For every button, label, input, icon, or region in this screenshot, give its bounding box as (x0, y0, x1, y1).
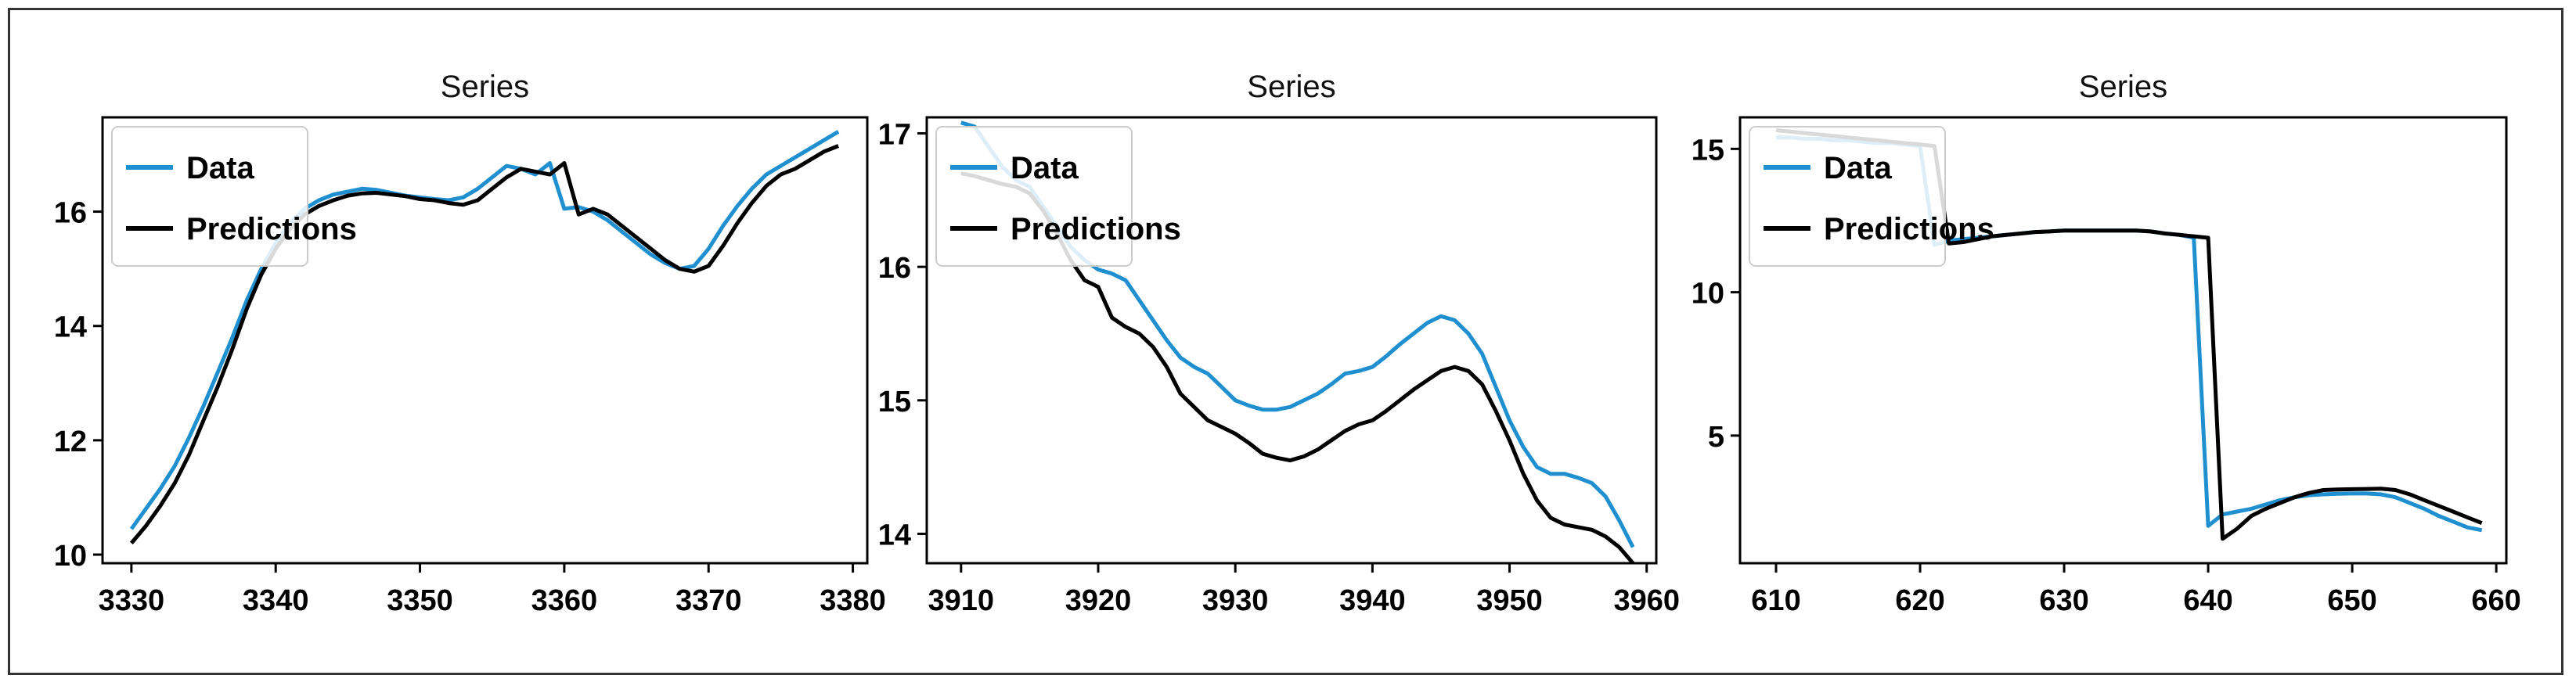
chart-panel-3: Series 610 620 630 640 650 660 5 10 15 Data Predict… (1692, 70, 2521, 617)
y-tick-label: 10 (1692, 278, 1724, 311)
y-tick-label: 16 (878, 252, 911, 285)
x-tick-label: 610 (1751, 584, 1800, 617)
x-tick-label: 3370 (676, 584, 742, 617)
x-tick-label: 640 (2183, 584, 2232, 617)
figure-frame (8, 8, 2563, 675)
x-tick-label: 3340 (243, 584, 309, 617)
y-tick-label: 12 (54, 426, 87, 458)
y-tick-label: 14 (878, 519, 911, 551)
legend: Data Predictions (1749, 126, 1994, 267)
plot-area (1738, 116, 2508, 565)
x-tick-label: 660 (2471, 584, 2520, 617)
x-tick-label: 3350 (387, 584, 453, 617)
legend-box (111, 126, 308, 267)
series-line-predictions (129, 144, 840, 545)
y-tick-label: 17 (878, 118, 911, 151)
y-tick-label: 16 (54, 197, 87, 230)
x-tick-label: 620 (1895, 584, 1944, 617)
x-tick-label: 630 (2039, 584, 2088, 617)
y-tick-label: 14 (54, 311, 87, 344)
legend: Data Predictions (935, 126, 1181, 267)
x-tick-label: 650 (2327, 584, 2376, 617)
legend-label-predictions: Predictions (1824, 212, 1994, 246)
legend: Data Predictions (111, 126, 357, 267)
chart-title: Series (441, 70, 529, 104)
series-line-data (129, 130, 840, 530)
x-tick-label: 3360 (531, 584, 598, 617)
y-tick-label: 15 (878, 386, 911, 418)
x-tick-label: 3920 (1065, 584, 1132, 617)
chart-title: Series (2079, 70, 2167, 104)
legend-box (1749, 126, 1946, 267)
x-tick-label: 3380 (820, 584, 886, 617)
chart-panel-1: Series 3330 3340 3350 3360 3370 3380 10 12 14 16 Da… (54, 70, 886, 617)
y-tick-label: 5 (1708, 421, 1724, 454)
x-tick-label: 3940 (1339, 584, 1406, 617)
legend-label-predictions: Predictions (1011, 212, 1181, 246)
x-tick-label: 3910 (928, 584, 995, 617)
y-tick-label: 10 (54, 540, 87, 573)
legend-label-data: Data (1824, 151, 1892, 185)
chart-panel-2: Series 3910 3920 3930 3940 3950 3960 14 15 16 17 Da… (878, 70, 1680, 617)
x-tick-label: 3950 (1476, 584, 1543, 617)
x-tick-label: 3930 (1202, 584, 1269, 617)
legend-box (935, 126, 1133, 267)
y-tick-label: 15 (1692, 134, 1724, 167)
legend-label-data: Data (1011, 151, 1079, 185)
x-tick-label: 3330 (99, 584, 165, 617)
plot-area (101, 116, 869, 565)
x-tick-label: 3960 (1613, 584, 1680, 617)
legend-label-predictions: Predictions (186, 212, 357, 246)
chart-title: Series (1247, 70, 1335, 104)
legend-label-data: Data (186, 151, 254, 185)
plot-area (925, 116, 1658, 565)
